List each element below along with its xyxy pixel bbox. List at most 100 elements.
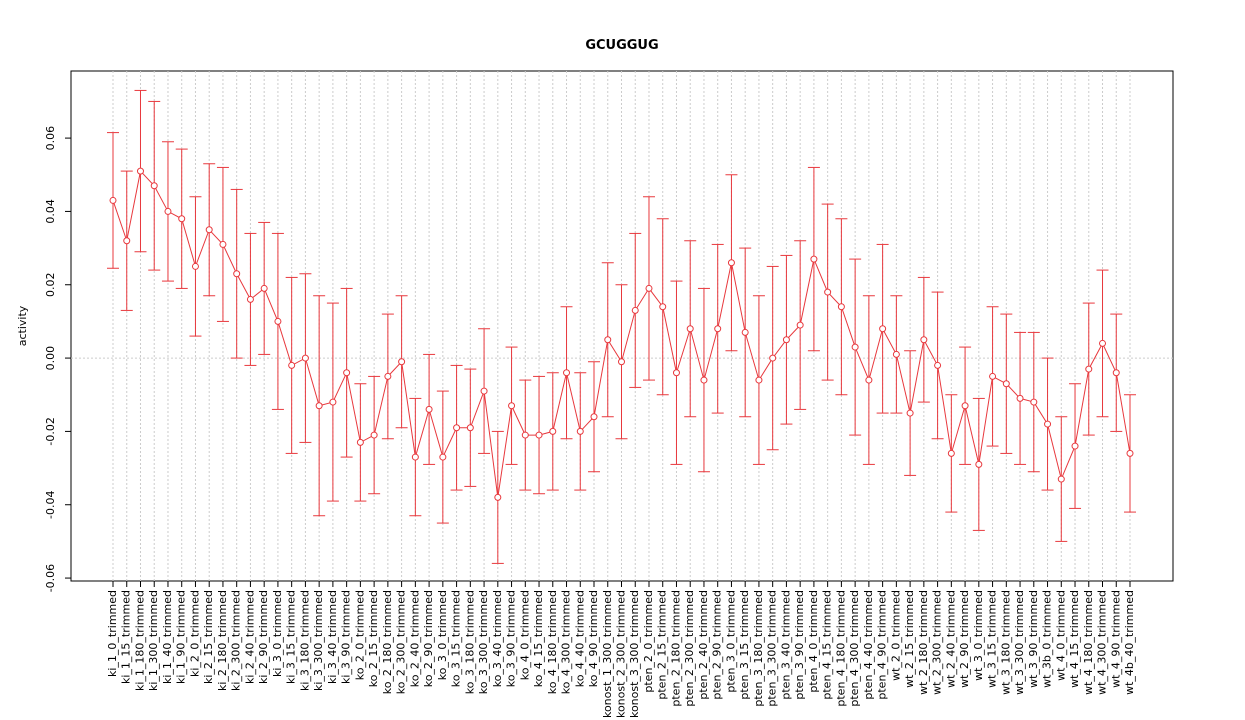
x-tick-label: pten_4_180_trimmed — [834, 590, 847, 707]
point — [288, 361, 296, 369]
x-tick-label: ki_2_180_trimmed — [216, 590, 229, 691]
x-tick-label: pten_4_300_trimmed — [848, 590, 861, 707]
point — [686, 325, 694, 333]
point — [191, 262, 199, 270]
x-tick-label: wt_2_15_trimmed — [903, 590, 916, 688]
x-tick-label: wt_2_90_trimmed — [958, 590, 971, 688]
point — [961, 402, 969, 410]
y-axis-label: activity — [16, 305, 29, 346]
point — [947, 449, 955, 457]
x-tick-label: ki_3_90_trimmed — [340, 590, 353, 684]
x-tick-label: ko_4_90_trimmed — [587, 590, 600, 687]
x-tick-label: ki_1_180_trimmed — [133, 590, 146, 691]
x-tick-label: konost_3_300_trimmed — [628, 590, 641, 718]
point — [1126, 449, 1134, 457]
x-tick-label: wt_4_0_trimmed — [1054, 590, 1067, 681]
x-tick-label: wt_4b_40_trimmed — [1123, 590, 1136, 695]
point — [769, 354, 777, 362]
point — [892, 350, 900, 358]
point — [480, 387, 488, 395]
x-tick-label: ko_2_90_trimmed — [422, 590, 435, 687]
x-tick-label: wt_2_0_trimmed — [889, 590, 902, 681]
y-tick-label: -0.04 — [44, 491, 57, 519]
x-tick-label: pten_2_15_trimmed — [656, 590, 669, 700]
point — [755, 376, 763, 384]
x-tick-label: ki_2_90_trimmed — [257, 590, 270, 684]
x-tick-label: pten_3_0_trimmed — [724, 590, 737, 693]
point — [315, 402, 323, 410]
point — [384, 372, 392, 380]
x-tick-label: ko_3_40_trimmed — [491, 590, 504, 687]
x-tick-label: wt_3_300_trimmed — [1013, 590, 1026, 695]
y-tick-label: 0.00 — [44, 346, 57, 371]
x-tick-label: wt_3_90_trimmed — [1027, 590, 1040, 688]
x-tick-label: wt_4_180_trimmed — [1082, 590, 1095, 695]
x-tick-label: wt_3_180_trimmed — [999, 590, 1012, 695]
point — [796, 321, 804, 329]
point — [714, 325, 722, 333]
x-tick-label: ko_2_0_trimmed — [353, 590, 366, 680]
point — [466, 424, 474, 432]
y-tick-label: -0.02 — [44, 417, 57, 445]
x-tick-label: wt_2_40_trimmed — [944, 590, 957, 688]
point — [411, 453, 419, 461]
point — [659, 303, 667, 311]
point — [398, 358, 406, 366]
point — [439, 453, 447, 461]
x-tick-label: pten_4_0_trimmed — [807, 590, 820, 693]
x-tick-label: wt_4_300_trimmed — [1096, 590, 1109, 695]
x-tick-label: ko_4_40_trimmed — [573, 590, 586, 687]
point — [521, 431, 529, 439]
x-tick-label: ki_2_40_trimmed — [243, 590, 256, 684]
x-tick-label: wt_3b_0_trimmed — [1041, 590, 1054, 688]
point — [219, 240, 227, 248]
x-tick-label: ko_2_180_trimmed — [381, 590, 394, 694]
point — [837, 303, 845, 311]
point — [672, 369, 680, 377]
x-tick-label: pten_3_40_trimmed — [779, 590, 792, 700]
x-tick-label: ki_3_15_trimmed — [285, 590, 298, 684]
point — [123, 237, 131, 245]
x-tick-label: pten_2_40_trimmed — [697, 590, 710, 700]
x-tick-label: ko_4_300_trimmed — [560, 590, 573, 694]
y-tick-label: 0.06 — [44, 126, 57, 151]
x-tick-label: wt_2_300_trimmed — [931, 590, 944, 695]
x-tick-label: ko_2_40_trimmed — [408, 590, 421, 687]
point — [631, 306, 639, 314]
x-tick-label: ko_4_0_trimmed — [518, 590, 531, 680]
chart-title: GCUGGUG — [585, 38, 658, 53]
x-tick-label: ki_3_40_trimmed — [326, 590, 339, 684]
y-tick-label: -0.06 — [44, 564, 57, 592]
x-tick-label: pten_3_90_trimmed — [793, 590, 806, 700]
point — [782, 336, 790, 344]
point — [1044, 420, 1052, 428]
point — [1112, 369, 1120, 377]
point — [246, 295, 254, 303]
point — [1071, 442, 1079, 450]
y-tick-label: 0.04 — [44, 199, 57, 224]
point — [274, 317, 282, 325]
point — [700, 376, 708, 384]
x-tick-label: ki_1_300_trimmed — [147, 590, 160, 691]
x-tick-label: pten_2_0_trimmed — [642, 590, 655, 693]
x-tick-label: pten_4_40_trimmed — [862, 590, 875, 700]
y-tick-label: 0.02 — [44, 273, 57, 298]
point — [824, 288, 832, 296]
point — [150, 182, 158, 190]
point — [1016, 394, 1024, 402]
point — [494, 493, 502, 501]
x-tick-label: ki_3_180_trimmed — [298, 590, 311, 691]
point — [727, 259, 735, 267]
x-tick-label: ko_3_300_trimmed — [477, 590, 490, 694]
x-tick-label: ki_1_15_trimmed — [120, 590, 133, 684]
x-tick-label: pten_3_15_trimmed — [738, 590, 751, 700]
x-tick-label: ko_2_300_trimmed — [395, 590, 408, 694]
x-tick-label: ko_2_15_trimmed — [367, 590, 380, 687]
point — [920, 336, 928, 344]
x-tick-label: ki_2_15_trimmed — [202, 590, 215, 684]
point — [109, 196, 117, 204]
point — [164, 207, 172, 215]
point — [370, 431, 378, 439]
point — [563, 369, 571, 377]
